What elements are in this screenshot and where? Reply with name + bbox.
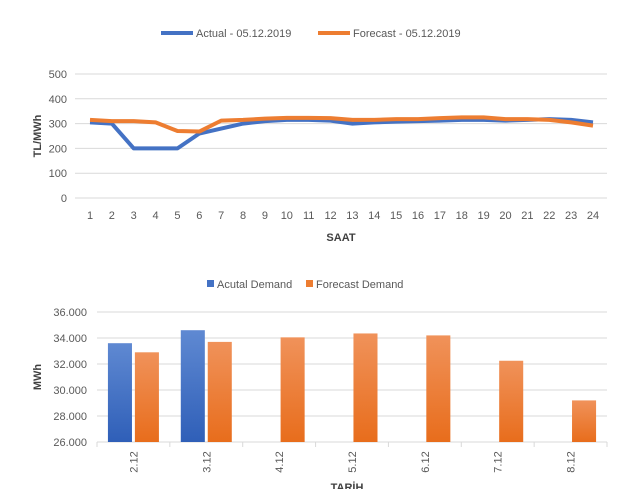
- legend-label: Acutal Demand: [217, 279, 292, 291]
- y-tick-label: 26.000: [53, 437, 87, 449]
- x-tick-label: 7.12: [493, 451, 505, 472]
- x-tick-label: 18: [456, 210, 468, 222]
- x-tick-label: 1: [87, 210, 93, 222]
- bar-forecast: [207, 341, 232, 442]
- x-tick-label: 2: [109, 210, 115, 222]
- x-tick-label: 20: [499, 210, 511, 222]
- y-tick-label: 30.000: [53, 385, 87, 397]
- y-tick-label: 200: [49, 143, 67, 155]
- x-tick-label: 3.12: [201, 451, 213, 472]
- x-tick-label: 16: [412, 210, 424, 222]
- x-tick-label: 14: [368, 210, 380, 222]
- bar-forecast: [499, 360, 524, 442]
- x-tick-label: 6.12: [420, 451, 432, 472]
- y-tick-label: 36.000: [53, 307, 87, 319]
- bar-forecast: [353, 333, 378, 442]
- x-tick-label: 6: [196, 210, 202, 222]
- x-tick-label: 17: [434, 210, 446, 222]
- bar-forecast: [426, 335, 451, 442]
- x-tick-label: 3: [131, 210, 137, 222]
- x-tick-label: 5: [174, 210, 180, 222]
- y-tick-label: 400: [49, 94, 67, 106]
- y-tick-label: 32.000: [53, 359, 87, 371]
- x-tick-label: 8: [240, 210, 246, 222]
- y-tick-label: 0: [61, 193, 67, 205]
- x-tick-label: 4.12: [274, 451, 286, 472]
- bar-forecast: [280, 337, 305, 442]
- y-tick-label: 100: [49, 168, 67, 180]
- y-tick-label: 500: [49, 69, 67, 81]
- x-tick-label: 24: [587, 210, 599, 222]
- x-axis-title: SAAT: [326, 232, 355, 244]
- legend-label: Forecast - 05.12.2019: [353, 28, 461, 40]
- x-tick-label: 8.12: [566, 451, 578, 472]
- bar-actual: [180, 330, 205, 442]
- bar-forecast: [134, 352, 159, 442]
- y-tick-label: 34.000: [53, 333, 87, 345]
- x-tick-label: 10: [281, 210, 293, 222]
- x-tick-label: 15: [390, 210, 402, 222]
- x-tick-label: 4: [153, 210, 159, 222]
- x-tick-label: 12: [324, 210, 336, 222]
- bar-forecast: [572, 400, 597, 442]
- x-tick-label: 22: [543, 210, 555, 222]
- x-tick-label: 21: [521, 210, 533, 222]
- y-tick-label: 300: [49, 119, 67, 131]
- x-tick-label: 19: [478, 210, 490, 222]
- x-tick-label: 23: [565, 210, 577, 222]
- x-tick-label: 9: [262, 210, 268, 222]
- y-axis-title: TL/MWh: [32, 114, 44, 157]
- x-tick-label: 2.12: [128, 451, 140, 472]
- legend-swatch: [306, 280, 313, 287]
- x-tick-label: 7: [218, 210, 224, 222]
- legend-label: Actual - 05.12.2019: [196, 28, 291, 40]
- x-axis-title: TARİH: [331, 481, 364, 489]
- demand-bar-chart: 26.000 28.000 30.000 32.000 34.000 36.000 2.12…: [32, 279, 608, 489]
- x-tick-label: 11: [303, 210, 314, 222]
- x-tick-label: 5.12: [347, 451, 359, 472]
- y-tick-label: 28.000: [53, 411, 87, 423]
- x-tick-label: 13: [346, 210, 358, 222]
- series-line-forecast: [89, 115, 594, 134]
- legend-swatch: [207, 280, 214, 287]
- y-axis-title: MWh: [32, 364, 44, 391]
- bar-actual: [107, 343, 132, 442]
- legend-label: Forecast Demand: [316, 279, 403, 291]
